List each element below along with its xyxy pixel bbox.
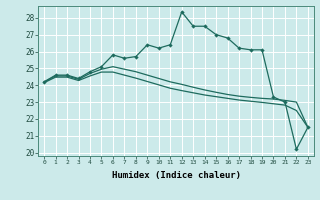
X-axis label: Humidex (Indice chaleur): Humidex (Indice chaleur) xyxy=(111,171,241,180)
